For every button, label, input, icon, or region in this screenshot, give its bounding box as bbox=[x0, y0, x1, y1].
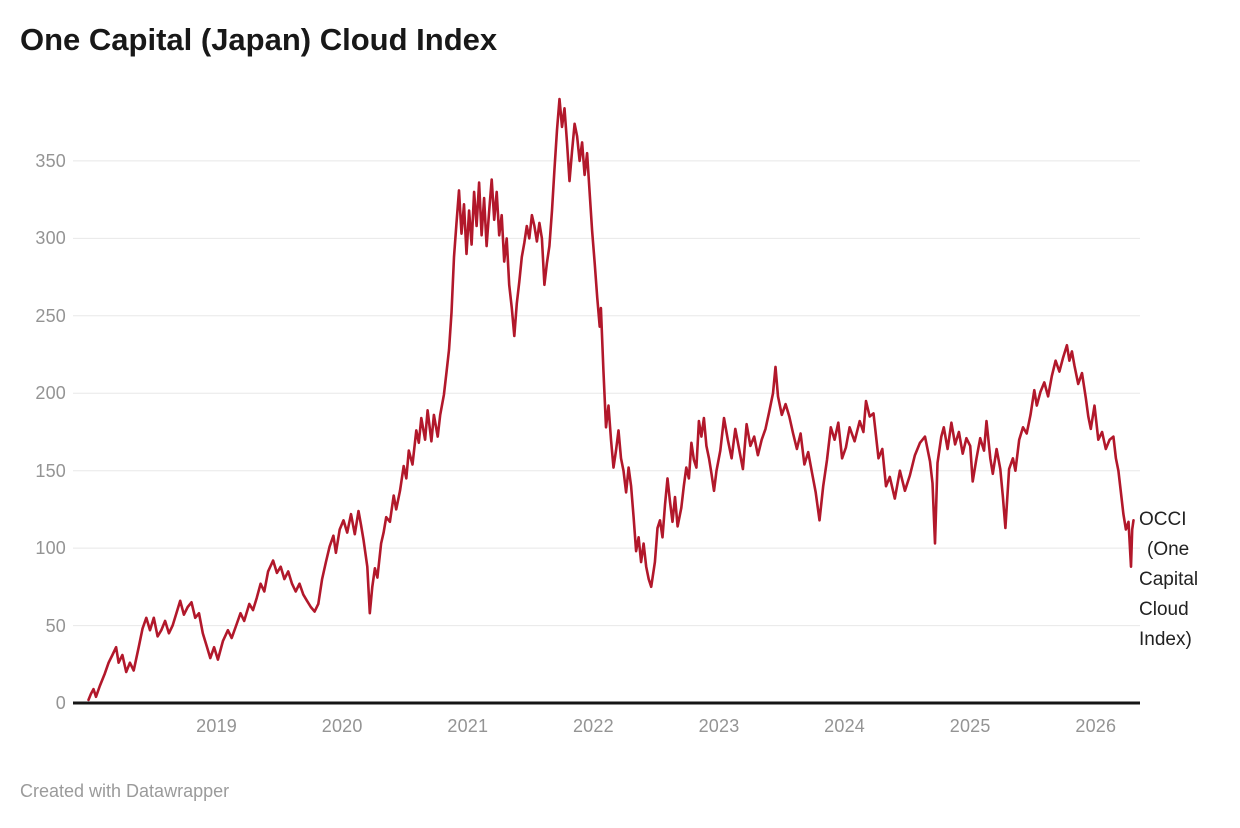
datawrapper-credit-link[interactable]: Created with Datawrapper bbox=[20, 781, 230, 801]
y-tick-label: 350 bbox=[35, 150, 66, 171]
y-tick-label: 50 bbox=[45, 615, 66, 636]
series-direct-label: OCCI (One Capital Cloud Index) bbox=[1139, 505, 1235, 655]
x-tick-label: 2020 bbox=[321, 716, 363, 736]
chart-title: One Capital (Japan) Cloud Index bbox=[20, 22, 498, 57]
series-label-line: Cloud bbox=[1139, 599, 1189, 620]
y-tick-label: 200 bbox=[35, 383, 66, 404]
x-tick-label: 2025 bbox=[949, 716, 991, 736]
series-label-line: Capital bbox=[1139, 569, 1199, 590]
x-tick-label: 2024 bbox=[824, 716, 866, 736]
x-tick-label: 2019 bbox=[196, 716, 238, 736]
y-tick-label: 100 bbox=[35, 538, 66, 559]
series-label-line: Index) bbox=[1139, 629, 1192, 650]
y-tick-label: 0 bbox=[55, 693, 66, 713]
x-tick-label: 2023 bbox=[698, 716, 740, 736]
x-tick-label: 2022 bbox=[572, 716, 614, 736]
x-tick-label: 2026 bbox=[1075, 716, 1117, 736]
x-tick-label: 2021 bbox=[447, 716, 489, 736]
series-label-line: (One bbox=[1147, 539, 1190, 560]
y-tick-label: 300 bbox=[35, 228, 66, 249]
y-tick-label: 250 bbox=[35, 305, 66, 326]
occi-index-line bbox=[87, 97, 1135, 702]
y-tick-label: 150 bbox=[35, 460, 66, 481]
series-label-line: OCCI bbox=[1139, 509, 1187, 530]
